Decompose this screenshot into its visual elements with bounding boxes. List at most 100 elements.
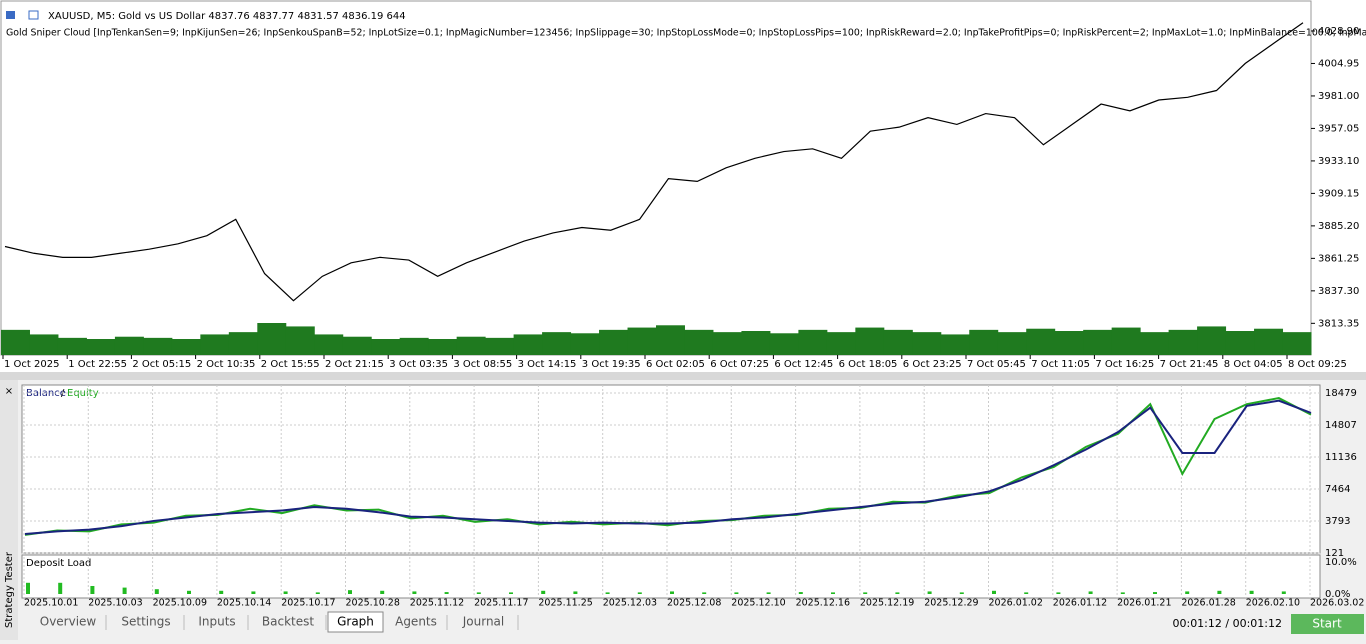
load-bar	[734, 592, 739, 594]
x-tick-label: 2026.01.28	[1181, 598, 1235, 609]
volume-bar	[627, 327, 657, 355]
y-tick-label: 7464	[1325, 484, 1350, 495]
x-tick-label: 2025.12.03	[603, 598, 657, 609]
x-tick-label: 2 Oct 10:35	[197, 359, 256, 370]
legend-balance: Balance	[26, 388, 66, 399]
x-tick-label: 2026.01.02	[989, 598, 1043, 609]
x-tick-label: 6 Oct 07:25	[710, 359, 769, 370]
icon	[28, 10, 39, 20]
volume-bar	[314, 334, 344, 355]
volume-bar	[1, 329, 30, 355]
volume-bar	[883, 329, 913, 355]
volume-bar	[712, 332, 742, 355]
splitter	[0, 372, 1366, 380]
load-bar	[798, 592, 803, 594]
volume-bar	[114, 336, 144, 355]
volume-bar	[1168, 329, 1198, 355]
volume-bar	[29, 334, 59, 355]
tab[interactable]	[250, 612, 326, 632]
series-line	[24, 397, 1312, 536]
load-bar	[670, 591, 674, 594]
x-tick-label: 2026.02.10	[1246, 598, 1300, 609]
x-tick-label: 6 Oct 12:45	[774, 359, 833, 370]
load-bar	[90, 586, 95, 594]
load-bar	[122, 587, 127, 594]
load-bar	[315, 592, 320, 594]
y-tick-label: 14807	[1325, 420, 1357, 431]
x-tick-label: 2025.11.12	[410, 598, 464, 609]
volume-bar	[599, 329, 629, 355]
x-tick-label: 7 Oct 05:45	[967, 359, 1026, 370]
tab-label[interactable]: Inputs	[198, 615, 235, 629]
tab[interactable]	[108, 612, 184, 632]
tab-label[interactable]: Journal	[462, 615, 505, 629]
tab-label[interactable]: Backtest	[262, 615, 314, 629]
x-tick-label: 2025.12.08	[667, 598, 721, 609]
volume-bar	[769, 333, 799, 355]
load-bar	[541, 590, 546, 594]
volume-bar	[86, 339, 116, 355]
indicator-header: Gold Sniper Cloud [InpTenkanSen=9; InpKi…	[6, 28, 1366, 39]
x-tick-label: 6 Oct 02:05	[646, 359, 705, 370]
load-bar	[58, 582, 63, 594]
load-bar	[509, 592, 513, 594]
timer: 00:01:12 / 00:01:12	[1172, 617, 1282, 630]
panel-title: Strategy Tester	[4, 551, 15, 628]
volume-bar	[1197, 326, 1227, 355]
x-tick-label: 2026.01.12	[1053, 598, 1107, 609]
tab[interactable]	[30, 612, 106, 632]
tab[interactable]	[186, 612, 248, 632]
volume-bar	[570, 333, 600, 355]
start-label[interactable]: Start	[1312, 617, 1342, 631]
y-tick-label: 11136	[1325, 452, 1357, 463]
x-tick-label: 3 Oct 19:35	[582, 359, 641, 370]
load-bar	[992, 590, 996, 594]
load-bar	[1120, 592, 1125, 594]
x-tick-label: 8 Oct 09:25	[1288, 359, 1347, 370]
load-bar	[702, 592, 707, 594]
tab-label[interactable]: Graph	[337, 615, 374, 629]
x-tick-label: 2025.12.19	[860, 598, 914, 609]
tab[interactable]	[327, 611, 384, 633]
volume-bar	[1026, 328, 1056, 355]
volume-bar	[1054, 331, 1084, 355]
price-bg	[0, 0, 1366, 372]
tab-label[interactable]: Overview	[40, 615, 97, 629]
volume-bar	[171, 339, 201, 355]
load-bar	[380, 590, 385, 594]
load-bar	[959, 592, 964, 594]
price-line	[4, 22, 1304, 302]
x-tick-label: 1 Oct 22:55	[68, 359, 127, 370]
y-tick-label: 3957.05	[1318, 123, 1359, 134]
load-bar	[573, 591, 578, 594]
icon	[6, 11, 15, 19]
tab[interactable]	[385, 612, 447, 632]
x-tick-label: 2025.11.25	[538, 598, 592, 609]
y-tick-label: 3981.00	[1318, 91, 1359, 102]
x-tick-label: 2025.12.29	[924, 598, 978, 609]
volume-bar	[143, 337, 173, 355]
y-tick-label: 3861.25	[1318, 253, 1359, 264]
load-bar	[637, 592, 642, 594]
start-button[interactable]	[1291, 614, 1364, 634]
x-tick-label: 2026.01.21	[1117, 598, 1171, 609]
x-tick-label: 2025.11.17	[474, 598, 528, 609]
tab-label[interactable]: Agents	[395, 615, 437, 629]
y-tick-label: 3885.20	[1318, 221, 1359, 232]
x-tick-label: 7 Oct 11:05	[1031, 359, 1090, 370]
x-tick-label: 3 Oct 14:15	[518, 359, 577, 370]
volume-bar	[741, 331, 771, 355]
volume-bar	[228, 332, 258, 355]
volume-bar	[285, 326, 315, 355]
load-bar	[1153, 592, 1157, 594]
tab[interactable]	[449, 612, 518, 632]
x-tick-label: 2 Oct 05:15	[132, 359, 191, 370]
load-bar	[605, 592, 610, 594]
x-tick-label: 3 Oct 03:35	[389, 359, 448, 370]
close-button[interactable]: ×	[5, 386, 13, 397]
volume-bar	[855, 327, 885, 355]
load-bar	[219, 590, 224, 594]
tab-label[interactable]: Settings	[121, 615, 170, 629]
y-tick-label: 4004.95	[1318, 58, 1359, 69]
x-tick-label: 6 Oct 18:05	[839, 359, 898, 370]
